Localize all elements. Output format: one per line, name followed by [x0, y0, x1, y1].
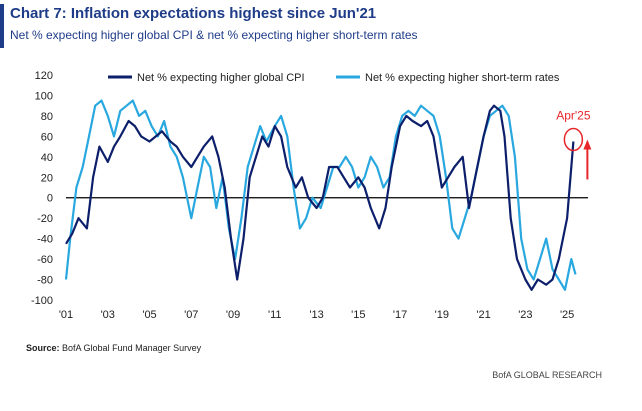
source-note: Source: BofA Global Fund Manager Survey	[26, 343, 201, 353]
legend: Net % expecting higher global CPI Net % e…	[108, 72, 560, 84]
x-tick-label: '01	[59, 309, 73, 321]
annotation-arrow-head	[583, 139, 592, 150]
x-tick-label: '05	[142, 309, 156, 321]
x-tick-label: '03	[101, 309, 115, 321]
x-tick-label: '23	[518, 309, 532, 321]
y-tick-label: -100	[31, 295, 53, 307]
chart-title: Chart 7: Inflation expectations highest …	[10, 5, 377, 22]
legend-label: Net % expecting higher short-term rates	[365, 72, 560, 84]
research-credit: BofA GLOBAL RESEARCH	[492, 370, 602, 380]
y-tick-label: 20	[41, 172, 53, 184]
legend-label: Net % expecting higher global CPI	[137, 72, 305, 84]
y-tick-label: -40	[37, 234, 53, 246]
x-tick-label: '25	[560, 309, 574, 321]
y-tick-label: 0	[47, 193, 53, 205]
x-tick-label: '15	[351, 309, 365, 321]
annotation-circle	[563, 127, 584, 152]
y-axis-tick-labels: -100 -80 -60 -40 -20 0 20 40 60 80 100 120	[31, 70, 53, 307]
x-tick-label: '09	[226, 309, 240, 321]
chart-subtitle: Net % expecting higher global CPI & net …	[10, 28, 418, 42]
source-label: Source:	[26, 343, 60, 353]
annotation: Apr'25	[556, 108, 592, 180]
y-tick-label: 80	[41, 111, 53, 123]
y-tick-label: 120	[35, 70, 53, 82]
title-accent-bar	[0, 4, 4, 48]
y-tick-label: -60	[37, 254, 53, 266]
series-line-short-term-rates	[64, 99, 577, 291]
source-text: BofA Global Fund Manager Survey	[62, 343, 202, 353]
annotation-label: Apr'25	[556, 108, 591, 122]
y-tick-label: -20	[37, 213, 53, 225]
x-axis-tick-labels: '01 '03 '05 '07 '09 '11 '13 '15 '17 '19 '21 '23 '25	[59, 309, 574, 321]
x-tick-label: '19	[435, 309, 449, 321]
x-tick-label: '17	[393, 309, 407, 321]
y-tick-label: 40	[41, 152, 53, 164]
series-line-global-cpi	[65, 104, 575, 291]
x-tick-label: '11	[268, 309, 282, 321]
y-tick-label: 100	[35, 90, 53, 102]
y-tick-label: -80	[37, 275, 53, 287]
y-tick-label: 60	[41, 131, 53, 143]
x-tick-label: '21	[476, 309, 490, 321]
x-tick-label: '07	[184, 309, 198, 321]
x-tick-label: '13	[309, 309, 323, 321]
